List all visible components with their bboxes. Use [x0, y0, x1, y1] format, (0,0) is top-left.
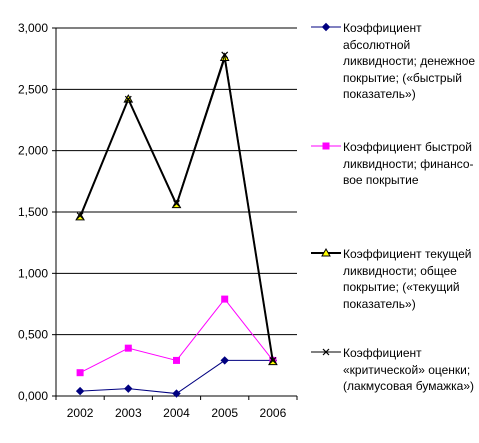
- series-line: [80, 359, 273, 395]
- data-point: [173, 199, 180, 207]
- plot-area: [75, 51, 278, 398]
- legend-item: Коэффициент «критической» оценки; (лакму…: [311, 345, 477, 395]
- legend-item: Коэффициент абсолютной ликвидности; дене…: [311, 20, 477, 139]
- data-point: [321, 22, 331, 32]
- y-tick-label: 0,000: [18, 389, 48, 403]
- series-3: [76, 51, 277, 364]
- data-point: [76, 212, 84, 220]
- data-point: [76, 369, 84, 377]
- legend-label: Коэффициент текущей ликвидности; общее п…: [343, 247, 472, 311]
- legend-swatch: [311, 348, 341, 356]
- y-tick-label: 2,500: [18, 82, 48, 96]
- legend-item: Коэффициент текущей ликвидности; общее п…: [311, 246, 477, 345]
- data-point: [124, 95, 132, 103]
- data-point: [124, 384, 133, 393]
- series-1: [76, 295, 277, 377]
- data-point: [321, 247, 331, 257]
- series-0: [75, 356, 278, 398]
- legend-label: Коэффициент быстрой ликвидности; финансо…: [343, 140, 474, 187]
- x-axis-tick-labels: 2002 2003 2004 2005 2006: [67, 406, 287, 420]
- y-tick-label: 2,000: [18, 144, 48, 158]
- y-tick-label: 3,000: [18, 21, 48, 35]
- legend-swatch: [311, 247, 341, 257]
- legend-label: Коэффициент абсолютной ликвидности; дене…: [343, 21, 476, 101]
- legend-swatch: [311, 142, 341, 150]
- x-tick-label: 2002: [67, 406, 94, 420]
- x-tick-label: 2006: [260, 406, 287, 420]
- data-point: [173, 356, 180, 364]
- y-axis-tick-labels: 0,000 0,500 1,000 1,500 2,000 2,500 3,000: [18, 21, 48, 403]
- y-tick-label: 1,000: [18, 266, 48, 280]
- gridlines: [56, 27, 297, 336]
- data-point: [269, 357, 277, 364]
- data-point: [220, 356, 229, 365]
- data-point: [75, 386, 85, 396]
- data-point: [322, 142, 330, 150]
- data-point: [322, 348, 330, 356]
- y-tick-label: 0,500: [18, 328, 48, 342]
- legend: Коэффициент абсолютной ликвидности; дене…: [311, 20, 477, 395]
- legend-label: Коэффициент «критической» оценки; (лакму…: [343, 346, 475, 393]
- data-point: [124, 344, 132, 352]
- y-tick-label: 1,500: [18, 205, 48, 219]
- x-tick-label: 2003: [115, 406, 142, 420]
- x-tick-label: 2004: [163, 406, 190, 420]
- data-point: [221, 295, 229, 303]
- data-point: [172, 389, 181, 398]
- x-tick-label: 2005: [211, 406, 238, 420]
- series-2: [75, 52, 278, 366]
- legend-item: Коэффициент быстрой ликвидности; финансо…: [311, 139, 477, 246]
- data-point: [221, 51, 229, 59]
- series-line: [79, 57, 274, 362]
- legend-swatch: [311, 22, 341, 32]
